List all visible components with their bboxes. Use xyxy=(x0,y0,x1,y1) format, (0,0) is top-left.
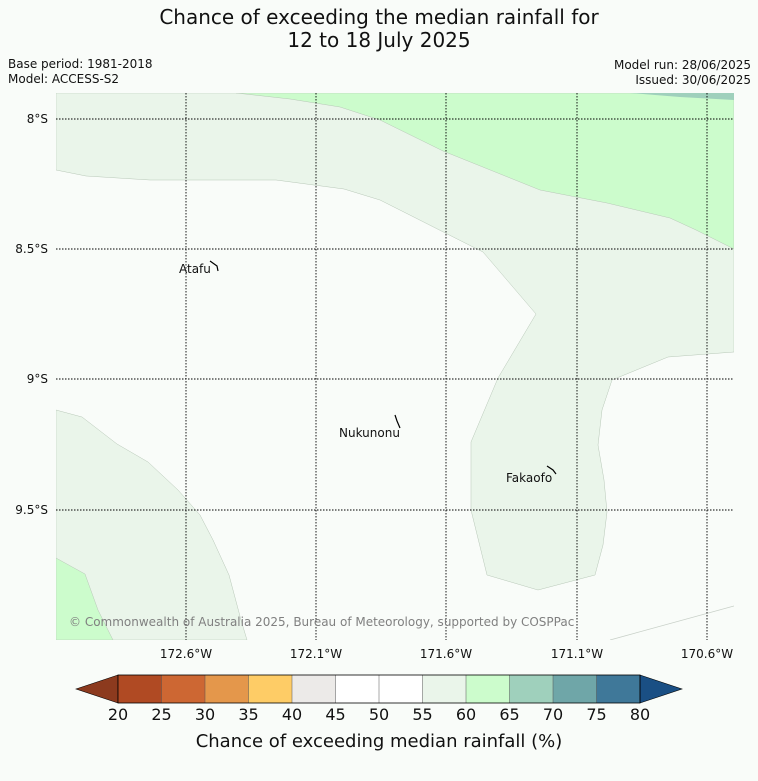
place-label-nukunonu: Nukunonu xyxy=(339,426,400,440)
fakaofo-atoll xyxy=(546,465,557,475)
contour-line xyxy=(609,605,734,640)
lon-label: 172.6°W xyxy=(160,647,212,661)
colorbar: 20 25 30 35 40 45 50 55 60 65 70 75 80 C… xyxy=(75,674,683,752)
colorbar-segment xyxy=(466,675,510,703)
colorbar-segment xyxy=(553,675,597,703)
colorbar-tick-label: 75 xyxy=(586,705,606,724)
lat-label: 9.5°S xyxy=(15,503,48,517)
title-line-1: Chance of exceeding the median rainfall … xyxy=(159,5,599,29)
lon-label: 171.1°W xyxy=(551,647,603,661)
colorbar-tick-label: 70 xyxy=(543,705,563,724)
colorbar-tick-label: 35 xyxy=(238,705,258,724)
colorbar-tick-label: 80 xyxy=(630,705,650,724)
colorbar-tick-label: 45 xyxy=(325,705,345,724)
colorbar-segment xyxy=(335,675,379,703)
colorbar-extend-low xyxy=(75,674,119,704)
lat-label: 9°S xyxy=(27,372,48,386)
colorbar-segment xyxy=(205,675,249,703)
colorbar-tick-label: 30 xyxy=(195,705,215,724)
colorbar-segment xyxy=(292,675,336,703)
lon-label: 170.6°W xyxy=(681,647,733,661)
title-line-2: 12 to 18 July 2025 xyxy=(287,28,471,52)
colorbar-tick-label: 65 xyxy=(499,705,519,724)
lat-label: 8°S xyxy=(27,112,48,126)
graticule xyxy=(56,93,734,640)
colorbar-extend-high xyxy=(639,674,683,704)
colorbar-segment xyxy=(509,675,553,703)
colorbar-segment xyxy=(596,675,640,703)
meta-left: Base period: 1981-2018 Model: ACCESS-S2 xyxy=(8,57,153,87)
atafu-atoll xyxy=(209,260,219,272)
lon-label: 171.6°W xyxy=(420,647,472,661)
map-title: Chance of exceeding the median rainfall … xyxy=(0,6,758,52)
nukunonu-atoll xyxy=(394,414,401,429)
colorbar-tick-label: 25 xyxy=(151,705,171,724)
region-60-65-north xyxy=(235,93,734,250)
colorbar-segment xyxy=(422,675,466,703)
region-70-75-north xyxy=(630,93,734,100)
colorbar-segment xyxy=(248,675,292,703)
model-run-date: Model run: 28/06/2025 xyxy=(613,58,751,72)
colorbar-segment xyxy=(118,675,162,703)
colorbar-tick-label: 60 xyxy=(456,705,476,724)
colorbar-title: Chance of exceeding median rainfall (%) xyxy=(196,731,563,752)
issued-date: Issued: 30/06/2025 xyxy=(635,73,751,87)
place-label-atafu: Atafu xyxy=(179,262,211,276)
region-55-60-southwest xyxy=(56,409,248,640)
meta-right: Model run: 28/06/2025 Issued: 30/06/2025 xyxy=(614,58,751,88)
lon-label: 172.1°W xyxy=(290,647,342,661)
colorbar-segment xyxy=(161,675,205,703)
colorbar-tick-label: 40 xyxy=(282,705,302,724)
colorbar-tick-label: 50 xyxy=(369,705,389,724)
copyright-notice: © Commonwealth of Australia 2025, Bureau… xyxy=(69,615,574,629)
place-label-fakaofo: Fakaofo xyxy=(506,471,552,485)
lat-label: 8.5°S xyxy=(15,242,48,256)
base-period: Base period: 1981-2018 xyxy=(8,57,153,71)
region-55-60-north xyxy=(56,93,734,591)
colorbar-tick-label: 55 xyxy=(412,705,432,724)
colorbar-segment xyxy=(379,675,423,703)
model-name: Model: ACCESS-S2 xyxy=(8,72,120,86)
colorbar-tick-label: 20 xyxy=(108,705,128,724)
region-60-65-southwest xyxy=(56,557,114,640)
